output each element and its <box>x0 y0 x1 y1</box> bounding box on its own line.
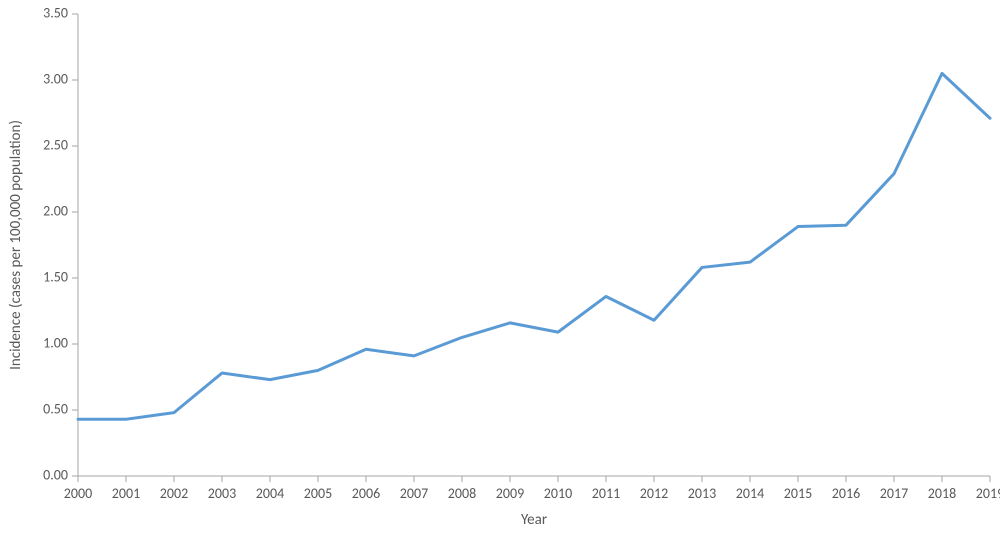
x-tick-label: 2005 <box>304 485 332 502</box>
y-tick-label: 3.00 <box>43 70 68 87</box>
x-tick-label: 2011 <box>592 485 620 502</box>
y-tick-label: 1.50 <box>43 268 68 285</box>
y-tick-label: 0.00 <box>43 466 68 483</box>
x-tick-label: 2012 <box>640 485 668 502</box>
x-tick-label: 2017 <box>880 485 908 502</box>
x-tick-label: 2000 <box>64 485 92 502</box>
x-tick-label: 2019 <box>976 485 1000 502</box>
x-tick-label: 2004 <box>256 485 284 502</box>
line-chart: 0.00 0.50 1.00 1.50 2.00 2.50 3.00 3.50 2000 2001… <box>0 0 1000 538</box>
incidence-line <box>78 73 990 419</box>
x-tick-label: 2013 <box>688 485 716 502</box>
chart-svg: 0.00 0.50 1.00 1.50 2.00 2.50 3.00 3.50 2000 2001… <box>0 0 1000 538</box>
x-tick-label: 2015 <box>784 485 812 502</box>
x-tick-label: 2016 <box>832 485 860 502</box>
x-tick-label: 2014 <box>736 485 764 502</box>
y-tick-label: 3.50 <box>43 4 68 21</box>
y-axis-title: Incidence (cases per 100,000 population) <box>7 120 25 370</box>
x-tick-label: 2007 <box>400 485 428 502</box>
x-tick-label: 2006 <box>352 485 380 502</box>
x-tick-label: 2001 <box>112 485 140 502</box>
x-tick-label: 2010 <box>544 485 572 502</box>
x-tick-label: 2008 <box>448 485 476 502</box>
y-tick-label: 1.00 <box>43 334 68 351</box>
x-axis-title: Year <box>521 511 547 529</box>
y-tick-label: 2.00 <box>43 202 68 219</box>
x-tick-label: 2002 <box>160 485 188 502</box>
y-tick-label: 0.50 <box>43 400 68 417</box>
x-tick-label: 2003 <box>208 485 236 502</box>
x-tick-label: 2009 <box>496 485 524 502</box>
y-tick-label: 2.50 <box>43 136 68 153</box>
x-tick-label: 2018 <box>928 485 956 502</box>
